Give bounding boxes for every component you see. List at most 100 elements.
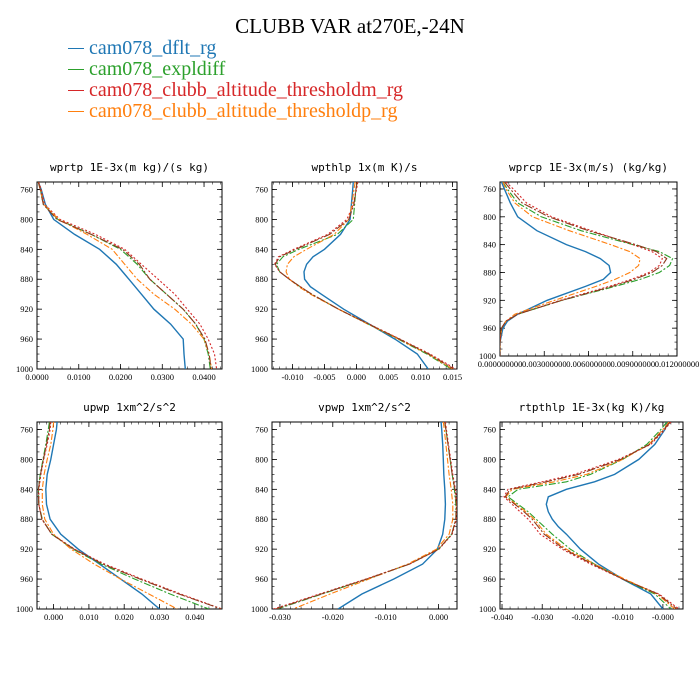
y-tick-label: 760 xyxy=(20,184,33,194)
y-tick-label: 960 xyxy=(20,334,33,344)
series-line xyxy=(500,182,663,356)
series-line xyxy=(500,182,612,356)
x-tick-label: 0.0300 xyxy=(151,372,174,382)
subplot: vpwp 1xm^2/s^27608008408809209601000-0.0… xyxy=(251,401,458,622)
x-tick-label: 0.0400 xyxy=(192,372,215,382)
y-tick-label: 880 xyxy=(20,514,33,524)
series-line xyxy=(37,422,222,609)
y-tick-label: 760 xyxy=(483,424,496,434)
y-tick-label: 840 xyxy=(483,484,496,494)
y-tick-label: 1000 xyxy=(16,364,33,374)
y-tick-label: 840 xyxy=(20,484,33,494)
x-tick-label: 0.0000 xyxy=(25,372,48,382)
series-line xyxy=(504,422,678,609)
series-line xyxy=(38,182,218,369)
x-tick-label: -0.030 xyxy=(269,612,291,622)
x-tick-label: 0.040 xyxy=(185,612,204,622)
x-tick-label: 0.000 xyxy=(44,612,63,622)
x-tick-label: 0.005 xyxy=(379,372,398,382)
y-tick-label: 1000 xyxy=(479,604,496,614)
legend-label: cam078_clubb_altitude_thresholdm_rg xyxy=(89,79,404,101)
plot-frame xyxy=(271,181,458,370)
legend-swatch xyxy=(68,90,84,91)
y-tick-label: 880 xyxy=(483,267,496,277)
legend-item: cam078_clubb_altitude_thresholdm_rg xyxy=(68,80,403,101)
y-tick-label: 840 xyxy=(255,244,268,254)
subplot-title: rtpthlp 1E-3x(kg K)/kg xyxy=(519,401,665,414)
series-line xyxy=(45,422,160,609)
x-tick-label: 0.0200 xyxy=(109,372,132,382)
y-tick-label: 920 xyxy=(255,304,268,314)
series-line xyxy=(500,182,668,356)
y-tick-label: 800 xyxy=(255,214,268,224)
x-tick-label: 0.0100 xyxy=(67,372,90,382)
plot-frame xyxy=(499,421,684,610)
series-line xyxy=(503,422,680,609)
series-line xyxy=(507,422,672,609)
series-line xyxy=(37,422,210,609)
y-tick-label: 760 xyxy=(255,184,268,194)
subplot: wpthlp 1x(m K)/s 760 800 840 880 920 960 1000 -0… xyxy=(251,161,462,382)
series-line xyxy=(41,422,178,609)
series-line xyxy=(275,182,452,369)
y-tick-label: 920 xyxy=(483,544,496,554)
series-line xyxy=(37,182,186,369)
x-tick-label: -0.040 xyxy=(491,612,513,622)
y-tick-label: 960 xyxy=(483,574,496,584)
y-tick-label: 960 xyxy=(20,574,33,584)
y-tick-label: 1000 xyxy=(479,351,496,361)
y-tick-label: 920 xyxy=(20,544,33,554)
x-tick-label: -0.020 xyxy=(571,612,593,622)
x-tick-label: 0.000 xyxy=(429,612,448,622)
legend: cam078_dflt_rg cam078_expldiff cam078_cl… xyxy=(68,38,403,122)
y-tick-label: 960 xyxy=(255,574,268,584)
subplot: upwp 1xm^2/s^2 760 800 840 880 920 960 1000 0.00… xyxy=(16,401,223,622)
series-line xyxy=(500,182,641,356)
x-tick-label: -0.010 xyxy=(612,612,634,622)
series-line xyxy=(285,182,453,369)
y-tick-label: 800 xyxy=(483,212,496,222)
y-tick-label: 1000 xyxy=(16,604,33,614)
x-tick-label: 0.003000000 xyxy=(522,359,567,369)
subplot: rtpthlp 1E-3x(kg K)/kg 760 800 840 880 920 960… xyxy=(479,401,684,622)
series-line xyxy=(273,422,457,609)
x-tick-label: 0.010 xyxy=(411,372,430,382)
y-tick-label: 880 xyxy=(255,274,268,284)
x-tick-label: -0.030 xyxy=(531,612,553,622)
x-tick-label: 0.015 xyxy=(443,372,462,382)
y-tick-label: 920 xyxy=(20,304,33,314)
series-line xyxy=(292,422,454,609)
series-line xyxy=(337,422,447,609)
series-line xyxy=(500,182,674,356)
x-tick-label: 0.000 xyxy=(347,372,366,382)
legend-swatch xyxy=(68,69,84,70)
series-line xyxy=(38,422,222,609)
x-tick-label: 0.000000000 xyxy=(478,359,523,369)
subplot-title: wpthlp 1x(m K)/s xyxy=(312,161,418,174)
y-tick-label: 960 xyxy=(255,334,268,344)
y-tick-label: 880 xyxy=(20,274,33,284)
chart-title: CLUBB VAR at270E,-24N xyxy=(235,14,465,38)
y-tick-label: 1000 xyxy=(251,364,268,374)
legend-label: cam078_clubb_altitude_thresholdp_rg xyxy=(89,100,398,122)
subplot-title: upwp 1xm^2/s^2 xyxy=(83,401,176,414)
x-tick-label: -0.010 xyxy=(375,612,397,622)
x-tick-label: -0.020 xyxy=(322,612,344,622)
x-tick-label: -0.000 xyxy=(652,612,674,622)
legend-swatch xyxy=(68,111,84,112)
series-line xyxy=(303,182,429,369)
subplot-title: wprtp 1E-3x(m kg)/(s kg) xyxy=(50,161,209,174)
legend-label: cam078_dflt_rg xyxy=(89,37,217,59)
plot-frame xyxy=(36,421,223,610)
x-tick-label: 0.012000000 xyxy=(655,359,700,369)
legend-item: cam078_expldiff xyxy=(68,59,403,80)
legend-swatch xyxy=(68,48,84,49)
y-tick-label: 760 xyxy=(20,424,33,434)
subplot: wprtp 1E-3x(m kg)/(s kg) 760 800 840 880 920 9… xyxy=(16,161,223,382)
plot-frame xyxy=(36,181,223,370)
legend-label: cam078_expldiff xyxy=(89,58,226,80)
series-line xyxy=(37,182,211,369)
x-tick-label: 0.009000000 xyxy=(610,359,655,369)
y-tick-label: 840 xyxy=(483,240,496,250)
y-tick-label: 800 xyxy=(255,454,268,464)
